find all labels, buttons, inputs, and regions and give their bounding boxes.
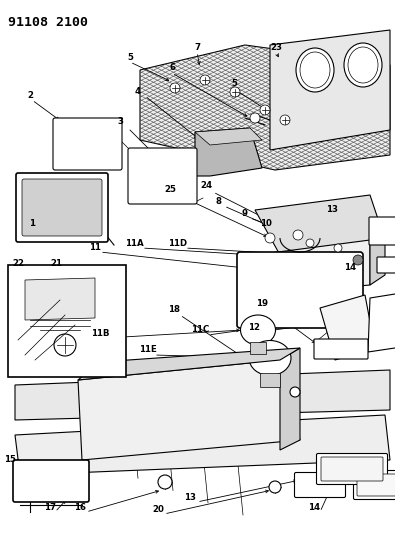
PathPatch shape <box>25 278 95 320</box>
Text: 15: 15 <box>4 455 16 464</box>
Text: 11A: 11A <box>125 238 143 247</box>
Circle shape <box>250 113 260 123</box>
Text: 11: 11 <box>89 243 101 252</box>
Circle shape <box>290 387 300 397</box>
Text: 13: 13 <box>326 206 338 214</box>
Text: 5: 5 <box>231 79 237 88</box>
Circle shape <box>280 115 290 125</box>
Polygon shape <box>368 290 395 352</box>
Polygon shape <box>78 360 300 460</box>
Circle shape <box>265 233 275 243</box>
Text: 22: 22 <box>12 259 24 268</box>
Text: 16: 16 <box>74 504 86 513</box>
FancyBboxPatch shape <box>369 217 395 245</box>
Polygon shape <box>255 240 370 295</box>
Polygon shape <box>25 278 95 320</box>
Ellipse shape <box>344 43 382 87</box>
Text: 11C: 11C <box>191 326 209 335</box>
Circle shape <box>54 334 76 356</box>
Text: 18: 18 <box>168 305 180 314</box>
Text: 6: 6 <box>169 63 175 72</box>
Text: 20: 20 <box>152 505 164 514</box>
Circle shape <box>353 255 363 265</box>
Polygon shape <box>15 415 390 475</box>
PathPatch shape <box>134 154 191 198</box>
Circle shape <box>260 105 270 115</box>
Polygon shape <box>78 348 300 380</box>
Text: 25: 25 <box>164 185 176 195</box>
FancyBboxPatch shape <box>321 457 383 481</box>
FancyBboxPatch shape <box>22 179 102 236</box>
FancyBboxPatch shape <box>53 118 122 170</box>
Text: 24: 24 <box>200 182 212 190</box>
FancyBboxPatch shape <box>316 454 387 484</box>
PathPatch shape <box>140 45 390 170</box>
PathPatch shape <box>255 240 370 295</box>
Bar <box>8 265 126 377</box>
Text: 7: 7 <box>194 44 200 52</box>
Text: 2: 2 <box>27 91 33 100</box>
Ellipse shape <box>296 48 334 92</box>
Polygon shape <box>195 128 262 176</box>
Text: 23: 23 <box>270 43 282 52</box>
FancyBboxPatch shape <box>128 148 197 204</box>
Text: 11B: 11B <box>91 329 109 338</box>
Circle shape <box>200 75 210 85</box>
PathPatch shape <box>140 45 390 170</box>
Text: 8: 8 <box>215 197 221 206</box>
FancyBboxPatch shape <box>314 339 368 359</box>
Polygon shape <box>280 348 300 450</box>
Ellipse shape <box>249 341 291 376</box>
Polygon shape <box>255 195 385 255</box>
Text: 17: 17 <box>44 504 56 513</box>
FancyBboxPatch shape <box>260 373 280 387</box>
Circle shape <box>230 87 240 97</box>
PathPatch shape <box>320 295 375 360</box>
PathPatch shape <box>78 348 300 380</box>
Text: 13: 13 <box>184 492 196 502</box>
FancyBboxPatch shape <box>357 474 395 496</box>
Text: 21: 21 <box>50 259 62 268</box>
Text: 10: 10 <box>260 219 272 228</box>
FancyBboxPatch shape <box>354 471 395 499</box>
PathPatch shape <box>270 30 390 150</box>
Circle shape <box>306 239 314 247</box>
PathPatch shape <box>255 195 385 255</box>
Circle shape <box>334 244 342 252</box>
Text: 11E: 11E <box>139 345 157 354</box>
Circle shape <box>158 475 172 489</box>
Circle shape <box>170 83 180 93</box>
Circle shape <box>293 230 303 240</box>
Text: 14: 14 <box>344 263 356 272</box>
Polygon shape <box>15 370 390 420</box>
Text: 1: 1 <box>29 220 35 229</box>
Text: 19: 19 <box>256 298 268 308</box>
Text: 4: 4 <box>135 86 141 95</box>
PathPatch shape <box>368 290 395 352</box>
FancyBboxPatch shape <box>377 257 395 273</box>
Text: 11D: 11D <box>168 238 188 247</box>
PathPatch shape <box>25 182 99 233</box>
FancyBboxPatch shape <box>13 460 89 502</box>
Text: 12: 12 <box>248 322 260 332</box>
Ellipse shape <box>241 315 275 345</box>
Text: 3: 3 <box>117 117 123 126</box>
Text: 91108 2100: 91108 2100 <box>8 16 88 29</box>
FancyBboxPatch shape <box>237 252 363 328</box>
FancyBboxPatch shape <box>295 472 346 497</box>
Polygon shape <box>320 295 375 360</box>
Polygon shape <box>270 30 390 150</box>
Polygon shape <box>195 128 262 145</box>
Text: 5: 5 <box>127 52 133 61</box>
Text: 9: 9 <box>241 208 247 217</box>
Polygon shape <box>370 218 385 285</box>
FancyBboxPatch shape <box>16 173 108 242</box>
Polygon shape <box>140 45 390 170</box>
Circle shape <box>269 481 281 493</box>
Text: 14: 14 <box>308 504 320 513</box>
PathPatch shape <box>245 260 355 320</box>
FancyBboxPatch shape <box>250 342 266 354</box>
PathPatch shape <box>59 124 116 164</box>
